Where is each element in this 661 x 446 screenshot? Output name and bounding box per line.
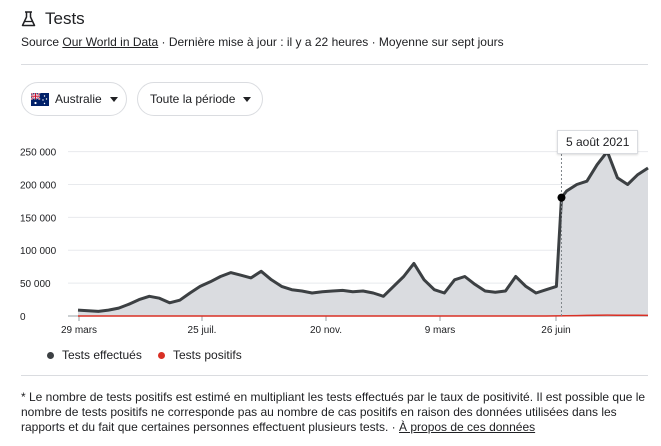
y-tick-label: 50 000 <box>20 279 51 290</box>
chevron-down-icon <box>243 96 252 102</box>
y-tick-label: 200 000 <box>20 180 57 191</box>
legend-dot-positives <box>158 351 165 359</box>
card-header: Tests <box>21 8 85 30</box>
footnote-text: * Le nombre de tests positifs est estimé… <box>21 390 646 434</box>
source-line: Source Our World in Data · Dernière mise… <box>21 35 504 49</box>
series-line-positives <box>78 314 649 317</box>
y-tick-label: 100 000 <box>20 246 57 257</box>
x-tick-label: 25 juil. <box>188 325 217 336</box>
hover-marker-dot <box>557 193 566 202</box>
legend-item-positives: Tests positifs <box>158 348 242 362</box>
source-prefix: Source <box>21 35 63 49</box>
tests-area <box>78 151 648 316</box>
legend-label-tests: Tests effectués <box>62 348 142 362</box>
australia-flag-icon <box>31 92 49 106</box>
x-tick-label: 9 mars <box>425 325 456 336</box>
y-tick-label: 150 000 <box>20 213 57 224</box>
flask-icon <box>21 11 36 27</box>
source-details: · Dernière mise à jour : il y a 22 heure… <box>158 35 504 49</box>
y-tick-label: 250 000 <box>20 148 57 159</box>
series-line-tests <box>77 150 649 313</box>
tests-chart[interactable]: 250 000 200 000 150 000 100 000 50 000 0 29 m… <box>0 0 661 340</box>
header-divider <box>21 64 648 65</box>
period-select[interactable]: Toute la période <box>137 82 263 116</box>
country-select[interactable]: Australie <box>21 82 127 116</box>
footnote-divider <box>21 375 648 376</box>
legend-item-tests: Tests effectués <box>47 348 142 362</box>
y-tick-label: 0 <box>20 312 26 323</box>
date-tooltip: 5 août 2021 <box>557 130 639 154</box>
legend-dot-tests <box>47 351 54 359</box>
page-title: Tests <box>45 9 85 28</box>
chevron-down-icon <box>109 96 118 102</box>
x-tick-label: 29 mars <box>61 325 97 336</box>
period-select-label: Toute la période <box>150 92 236 106</box>
about-data-link[interactable]: À propos de ces données <box>399 420 536 434</box>
footnote-separator: · <box>388 420 400 434</box>
x-tick-label: 20 nov. <box>310 325 342 336</box>
legend-label-positives: Tests positifs <box>173 348 242 362</box>
source-link[interactable]: Our World in Data <box>62 35 159 49</box>
footnote: * Le nombre de tests positifs est estimé… <box>21 390 651 435</box>
x-tick-label: 26 juin <box>541 325 570 336</box>
country-select-label: Australie <box>55 92 102 106</box>
